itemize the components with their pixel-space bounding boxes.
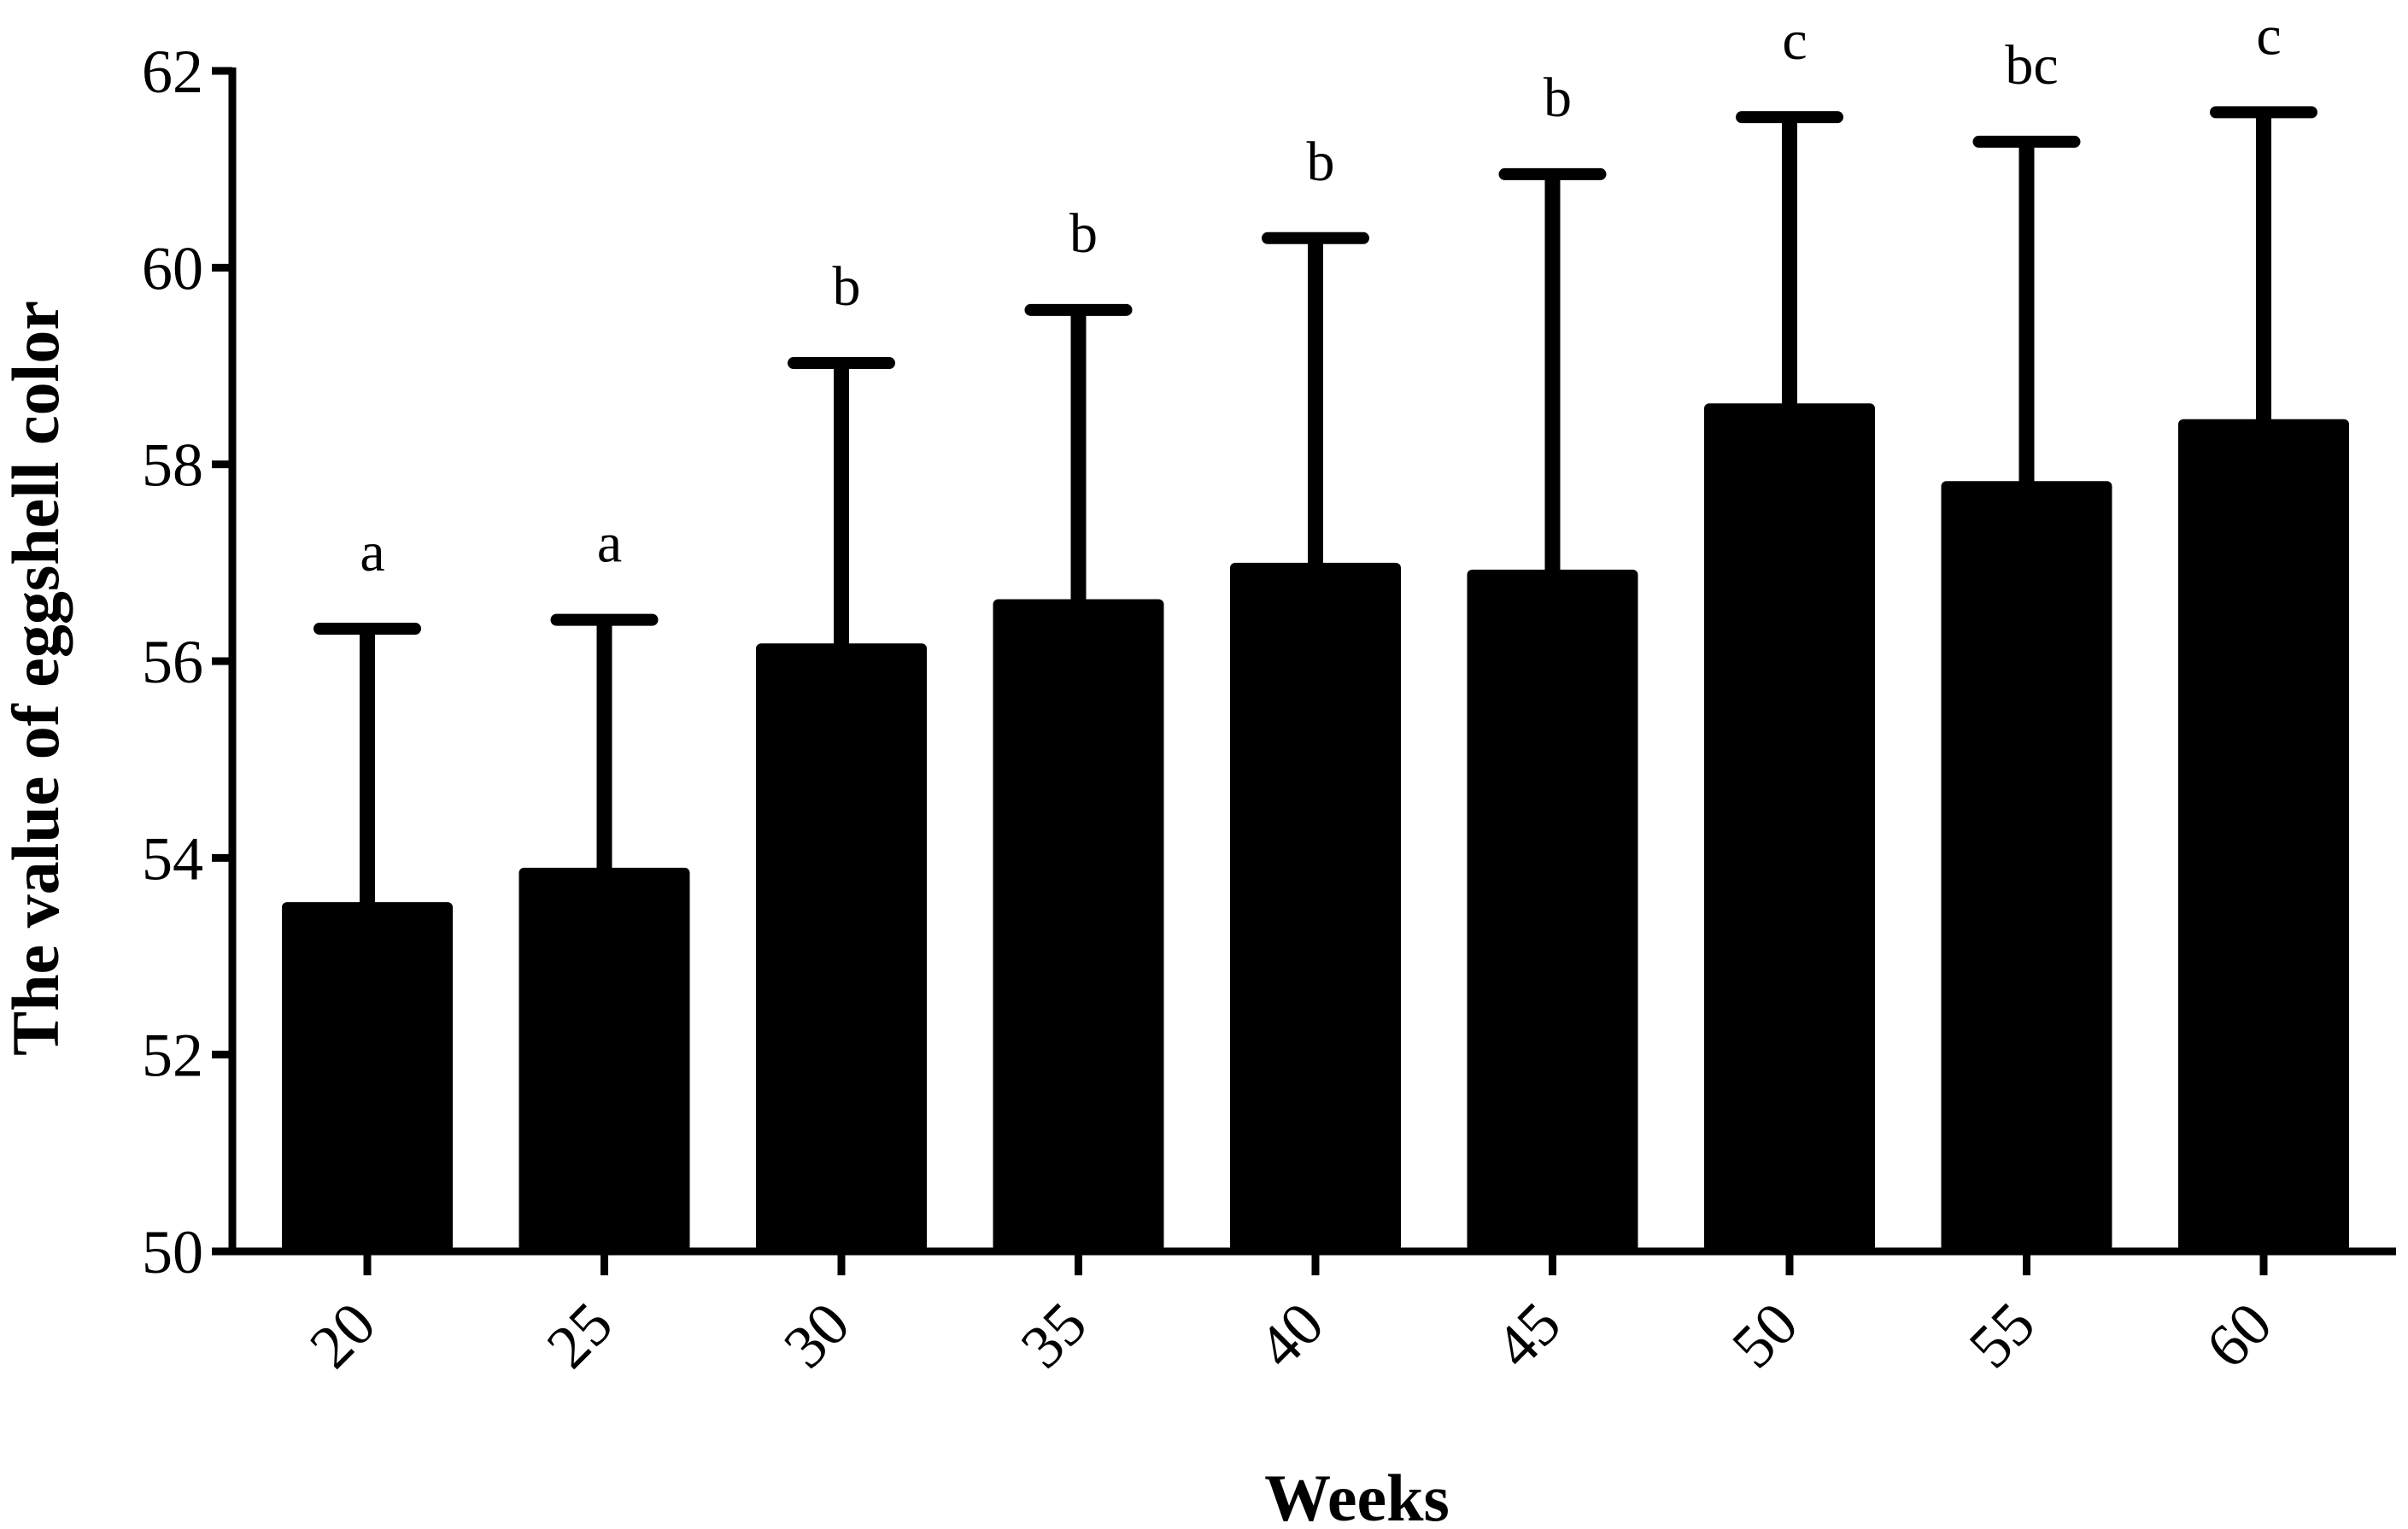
bar-week-40 (1230, 562, 1401, 1251)
bar-week-55 (1941, 481, 2112, 1251)
significance-letter: a (597, 513, 622, 575)
x-tick-label: 20 (296, 1289, 388, 1380)
x-axis-title: Weeks (1264, 1461, 1450, 1529)
bars-layer (282, 403, 2349, 1252)
x-tick-label: 50 (1719, 1289, 1810, 1380)
x-tick-label: 35 (1008, 1289, 1099, 1380)
x-ticks-layer: 20 25 30 35 40 45 50 55 60 (296, 1251, 2285, 1381)
y-tick-label: 58 (142, 431, 203, 500)
x-tick-label: 40 (1245, 1289, 1336, 1380)
y-tick-label: 54 (142, 824, 203, 893)
significance-letter: b (1069, 202, 1098, 265)
bar-week-20 (282, 902, 453, 1251)
error-bars-layer (313, 106, 2317, 906)
significance-letter: b (1307, 131, 1335, 193)
bar-week-30 (756, 643, 927, 1251)
bar-week-60 (2178, 419, 2349, 1251)
x-tick-label: 45 (1482, 1289, 1573, 1380)
significance-letter: bc (2005, 34, 2058, 97)
significance-letter: b (833, 255, 861, 318)
y-ticks-layer: 50 52 54 56 58 60 62 (142, 38, 232, 1286)
bar-week-25 (519, 867, 690, 1251)
x-tick-label: 55 (1956, 1289, 2048, 1380)
y-tick-label: 60 (142, 234, 203, 302)
significance-letter: c (1782, 9, 1807, 72)
y-tick-label: 56 (142, 628, 203, 696)
y-tick-label: 50 (142, 1218, 203, 1286)
x-tick-label: 25 (534, 1289, 625, 1380)
y-axis-title: The value of eggshell color (0, 301, 73, 1056)
bar-week-50 (1704, 403, 1875, 1252)
bar-week-35 (993, 599, 1164, 1251)
significance-letter: a (360, 521, 384, 583)
significance-letter: c (2256, 4, 2281, 67)
significance-letter: b (1544, 67, 1572, 129)
y-tick-label: 62 (142, 38, 203, 106)
x-tick-label: 30 (770, 1289, 862, 1380)
x-tick-label: 60 (2193, 1289, 2284, 1380)
bar-week-45 (1467, 569, 1638, 1251)
y-tick-label: 52 (142, 1022, 203, 1090)
